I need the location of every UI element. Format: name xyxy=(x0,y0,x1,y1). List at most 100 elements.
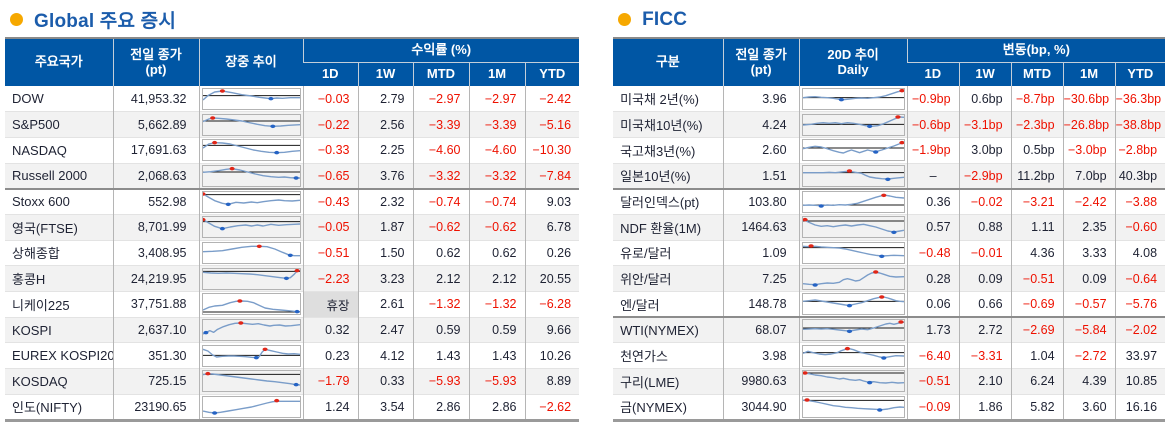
sparkline-cell xyxy=(798,342,908,369)
table-row: NASDAQ 17,691.63 −0.33 2.25 −4.60 −4.60 −10.30 xyxy=(5,136,580,164)
change-value: 1.24 xyxy=(302,393,358,421)
change-value: −1.9bp xyxy=(906,136,960,164)
change-value: 0.06 xyxy=(906,291,960,318)
sparkline-cell xyxy=(198,187,303,215)
sparkline-cell xyxy=(198,111,303,138)
table-row: 구리(LME) 9980.63 −0.51 2.10 6.24 4.39 10.85 xyxy=(613,368,1166,395)
change-value: 1.04 xyxy=(1010,342,1064,369)
change-value: 0.62 xyxy=(468,239,525,266)
close-value: 3.96 xyxy=(722,86,800,112)
table-row: 니케이225 37,751.88 휴장 2.61 −1.32 −1.32 −6.28 xyxy=(5,291,580,318)
table-row: 위안/달러 7.25 0.28 0.09 −0.51 0.09 −0.64 xyxy=(613,265,1166,292)
change-value: 4.12 xyxy=(357,342,413,369)
sparkline-chart xyxy=(201,370,301,393)
close-value: 2,068.63 xyxy=(112,162,199,189)
change-value: −0.65 xyxy=(302,162,358,189)
sparkline-chart xyxy=(801,164,905,187)
sparkline-chart xyxy=(201,139,301,162)
change-value: −2.69 xyxy=(1010,316,1064,343)
table-row: KOSPI 2,637.10 0.32 2.47 0.59 0.59 9.66 xyxy=(5,316,580,343)
row-label: DOW xyxy=(12,91,44,107)
table-row: 유로/달러 1.09 −0.48 −0.01 4.36 3.33 4.08 xyxy=(613,239,1166,266)
sparkline-chart xyxy=(801,113,905,136)
change-value: −0.48 xyxy=(906,239,960,266)
row-label: 인도(NIFTY) xyxy=(5,393,113,421)
close-value: 17,691.63 xyxy=(112,136,199,164)
change-value: 20.55 xyxy=(524,265,580,292)
close-value: 2.60 xyxy=(722,136,800,164)
bullet-icon xyxy=(618,13,632,26)
sparkline-cell xyxy=(198,291,303,318)
column-header-1w: 1W xyxy=(958,62,1012,86)
sparkline-chart xyxy=(201,190,301,213)
sparkline-cell xyxy=(798,393,908,421)
column-header-intraday-trend: 장중 추이 xyxy=(198,38,303,86)
change-value: −0.62 xyxy=(412,213,469,241)
column-header-1m: 1M xyxy=(1062,62,1116,86)
change-value: 9.03 xyxy=(524,187,580,215)
change-value: 40.3bp xyxy=(1114,162,1166,189)
row-label: Russell 2000 xyxy=(5,162,113,189)
table-row: 달러인덱스(pt) 103.80 0.36 −0.02 −3.21 −2.42 −3.88 xyxy=(613,187,1166,215)
change-value: 6.78 xyxy=(524,213,580,241)
table-row: 천연가스 3.98 −6.40 −3.31 1.04 −2.72 33.97 xyxy=(613,342,1166,369)
change-value: 3.0bp xyxy=(958,136,1012,164)
change-value: 0.23 xyxy=(302,342,358,369)
row-label: 위안/달러 xyxy=(613,265,724,292)
column-header-country: 주요국가 xyxy=(5,38,113,86)
change-value: 10.85 xyxy=(1114,368,1166,395)
change-value: −38.8bp xyxy=(1114,111,1166,138)
row-label: 니케이225 xyxy=(5,291,113,318)
sparkline-chart xyxy=(201,241,301,264)
table-row: S&P500 5,662.89 −0.22 2.56 −3.39 −3.39 −5.16 xyxy=(5,111,580,138)
change-value: 0.88 xyxy=(958,213,1012,241)
close-value: 5,662.89 xyxy=(112,111,199,138)
sparkline-cell xyxy=(198,342,303,369)
sparkline-chart xyxy=(801,190,905,213)
change-value: 0.32 xyxy=(302,316,358,343)
row-label: 유로/달러 xyxy=(613,239,724,266)
table-row: 미국채10년(%) 4.24 −0.6bp −3.1bp −2.3bp −26.8bp −3… xyxy=(613,111,1166,138)
change-value: −2.23 xyxy=(302,265,358,292)
change-value: 1.43 xyxy=(468,342,525,369)
row-label: 홍콩H xyxy=(5,265,113,292)
table-row: EUREX KOSPI200 351.30 0.23 4.12 1.43 1.43 10.2… xyxy=(5,342,580,369)
global-markets-table: 주요국가 전일 종가 (pt) 장중 추이 수익률 (%) 1D 1W MTD … xyxy=(5,37,580,422)
change-value: −4.60 xyxy=(412,136,469,164)
change-value: 0.28 xyxy=(906,265,960,292)
sparkline-chart xyxy=(201,344,301,367)
table-row: 일본10년(%) 1.51 – −2.9bp 11.2bp 7.0bp 40.3bp xyxy=(613,162,1166,189)
close-value: 3044.90 xyxy=(722,393,800,421)
sparkline-chart xyxy=(201,395,301,418)
close-value: 9980.63 xyxy=(722,368,800,395)
column-header-close: 전일 종가 (pt) xyxy=(722,38,800,86)
sparkline-chart xyxy=(801,267,905,290)
change-value: −2.42 xyxy=(524,86,580,112)
sparkline-chart xyxy=(801,319,905,342)
row-label: EUREX KOSPI200 xyxy=(5,342,113,369)
change-value: −0.60 xyxy=(1114,213,1166,241)
sparkline-chart xyxy=(801,395,905,418)
change-value: −36.3bp xyxy=(1114,86,1166,112)
sparkline-chart xyxy=(801,241,905,264)
sparkline-chart xyxy=(801,139,905,162)
change-value: −6.40 xyxy=(906,342,960,369)
change-value: 10.26 xyxy=(524,342,580,369)
change-value: −0.64 xyxy=(1114,265,1166,292)
change-value: 2.79 xyxy=(357,86,413,112)
change-value: −4.60 xyxy=(468,136,525,164)
table-row: 미국채 2년(%) 3.96 −0.9bp 0.6bp −8.7bp −30.6bp −36… xyxy=(613,86,1166,112)
table-row: Stoxx 600 552.98 −0.43 2.32 −0.74 −0.74 9.03 xyxy=(5,187,580,215)
table-row: NDF 환율(1M) 1464.63 0.57 0.88 1.11 2.35 −0.60 xyxy=(613,213,1166,241)
row-label: 천연가스 xyxy=(613,342,724,369)
change-value: −3.39 xyxy=(412,111,469,138)
close-value: 148.78 xyxy=(722,291,800,318)
change-value: −0.33 xyxy=(302,136,358,164)
change-value: −0.57 xyxy=(1062,291,1116,318)
change-value: −7.84 xyxy=(524,162,580,189)
change-value: 3.33 xyxy=(1062,239,1116,266)
sparkline-chart xyxy=(201,216,301,239)
close-value: 3.98 xyxy=(722,342,800,369)
sparkline-chart xyxy=(201,164,301,187)
